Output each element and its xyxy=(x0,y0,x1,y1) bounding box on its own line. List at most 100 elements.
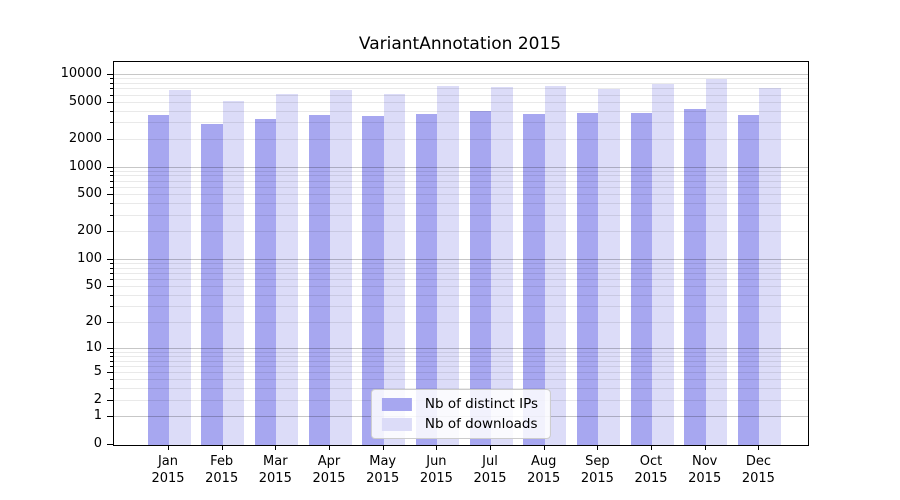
x-tick xyxy=(221,445,223,450)
minor-gridline xyxy=(114,286,808,288)
y-minor-tick xyxy=(110,214,113,216)
minor-gridline xyxy=(114,88,808,90)
minor-gridline xyxy=(114,379,808,381)
y-tick-label: 100 xyxy=(77,250,102,266)
minor-gridline xyxy=(114,278,808,280)
y-tick xyxy=(107,138,113,140)
bar-nb-of-distinct-ips-dec xyxy=(737,114,760,445)
y-tick-label: 2000 xyxy=(68,130,102,146)
minor-gridline xyxy=(114,101,808,103)
bar-nb-of-downloads-mar xyxy=(276,93,298,445)
y-tick xyxy=(107,74,113,75)
bar-nb-of-distinct-ips-oct xyxy=(630,112,653,445)
legend-swatch-ips xyxy=(381,397,412,411)
minor-gridline xyxy=(114,321,808,323)
x-tick-label: May 2015 xyxy=(351,453,415,487)
x-tick-year: 2015 xyxy=(527,471,561,486)
x-tick-label: Sep 2015 xyxy=(565,453,629,487)
chart-title: VariantAnnotation 2015 xyxy=(358,34,562,54)
bar-nb-of-downloads-apr xyxy=(330,89,352,445)
bar-nb-of-downloads-sep xyxy=(598,88,620,445)
legend-entry-ips: Nb of distinct IPs xyxy=(381,396,539,412)
x-tick xyxy=(275,445,277,450)
bar-nb-of-downloads-dec xyxy=(759,87,781,445)
y-minor-tick xyxy=(110,88,113,90)
minor-gridline xyxy=(114,355,808,357)
x-tick-month: Feb xyxy=(210,454,234,469)
x-tick-year: 2015 xyxy=(419,471,453,486)
legend-label-downloads: Nb of downloads xyxy=(424,416,538,432)
y-minor-tick xyxy=(110,365,113,367)
x-tick-month: Aug xyxy=(530,454,557,469)
x-tick-year: 2015 xyxy=(205,471,239,486)
minor-gridline xyxy=(114,203,808,205)
minor-gridline xyxy=(114,180,808,182)
y-minor-tick xyxy=(110,175,113,177)
x-tick-month: Sep xyxy=(585,454,610,469)
bars-layer xyxy=(114,62,808,445)
x-axis: Jan 2015 Feb 2015 Mar 2015 Apr 2015 May 2015 Jun 20… xyxy=(113,445,807,500)
legend-swatch-downloads xyxy=(381,417,412,431)
y-tick-label: 2 xyxy=(93,391,102,407)
x-tick-month: Jun xyxy=(426,454,447,469)
plot-area: Nb of distinct IPs Nb of downloads xyxy=(113,61,809,446)
minor-gridline xyxy=(114,372,808,373)
minor-gridline xyxy=(114,78,808,80)
y-minor-tick xyxy=(110,272,113,274)
legend-entry-downloads: Nb of downloads xyxy=(381,416,538,432)
y-minor-tick xyxy=(110,262,113,264)
x-tick-label: Jul 2015 xyxy=(458,453,522,487)
y-minor-tick xyxy=(110,203,113,205)
y-minor-tick xyxy=(110,306,113,308)
x-tick-label: Jan 2015 xyxy=(136,453,200,487)
minor-gridline xyxy=(114,175,808,177)
x-tick-year: 2015 xyxy=(580,471,614,486)
minor-gridline xyxy=(114,294,808,296)
y-minor-tick xyxy=(110,278,113,280)
minor-gridline xyxy=(114,187,808,188)
x-tick-label: Dec 2015 xyxy=(726,453,790,487)
y-tick xyxy=(107,347,113,349)
bar-nb-of-downloads-oct xyxy=(652,84,674,445)
minor-gridline xyxy=(114,170,808,172)
y-tick-label: 200 xyxy=(77,223,102,238)
bar-nb-of-distinct-ips-mar xyxy=(254,119,277,445)
x-tick-month: Dec xyxy=(745,454,771,469)
x-tick-label: Jun 2015 xyxy=(404,453,468,487)
y-minor-tick xyxy=(110,83,113,84)
minor-gridline xyxy=(114,267,808,269)
legend: Nb of distinct IPs Nb of downloads xyxy=(370,389,552,439)
x-tick-year: 2015 xyxy=(366,471,400,486)
y-tick-label: 1000 xyxy=(68,158,102,174)
y-tick-label: 20 xyxy=(85,313,102,329)
x-tick xyxy=(382,445,384,450)
major-gridline xyxy=(114,74,808,75)
x-tick-month: Jan xyxy=(157,454,179,469)
x-tick xyxy=(597,445,599,450)
y-tick xyxy=(107,399,113,401)
x-tick xyxy=(704,445,706,450)
minor-gridline xyxy=(114,351,808,353)
minor-gridline xyxy=(114,306,808,308)
y-minor-tick xyxy=(110,294,113,296)
x-tick-label: Apr 2015 xyxy=(297,453,361,487)
y-tick xyxy=(107,194,113,196)
y-tick-label: 5 xyxy=(93,364,102,379)
x-tick-month: May xyxy=(369,454,397,469)
minor-gridline xyxy=(114,94,808,96)
y-tick xyxy=(107,101,113,103)
x-tick-month: Oct xyxy=(639,454,663,469)
x-tick-year: 2015 xyxy=(688,471,722,486)
x-tick-label: Aug 2015 xyxy=(512,453,576,487)
y-tick-label: 50 xyxy=(85,278,102,294)
minor-gridline xyxy=(114,360,808,362)
legend-label-ips: Nb of distinct IPs xyxy=(424,396,539,412)
x-tick-label: Mar 2015 xyxy=(243,453,307,487)
y-minor-tick xyxy=(110,122,113,124)
y-minor-tick xyxy=(110,180,113,182)
x-tick-year: 2015 xyxy=(634,471,668,486)
y-tick xyxy=(107,321,113,323)
y-tick-label: 5000 xyxy=(68,93,102,109)
bar-nb-of-distinct-ips-sep xyxy=(576,112,599,445)
